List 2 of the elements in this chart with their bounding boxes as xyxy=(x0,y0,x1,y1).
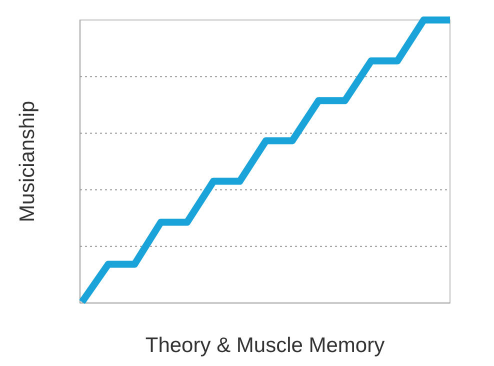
y-axis-title: Musicianship xyxy=(16,100,39,222)
x-axis-title: Theory & Muscle Memory xyxy=(145,334,386,357)
